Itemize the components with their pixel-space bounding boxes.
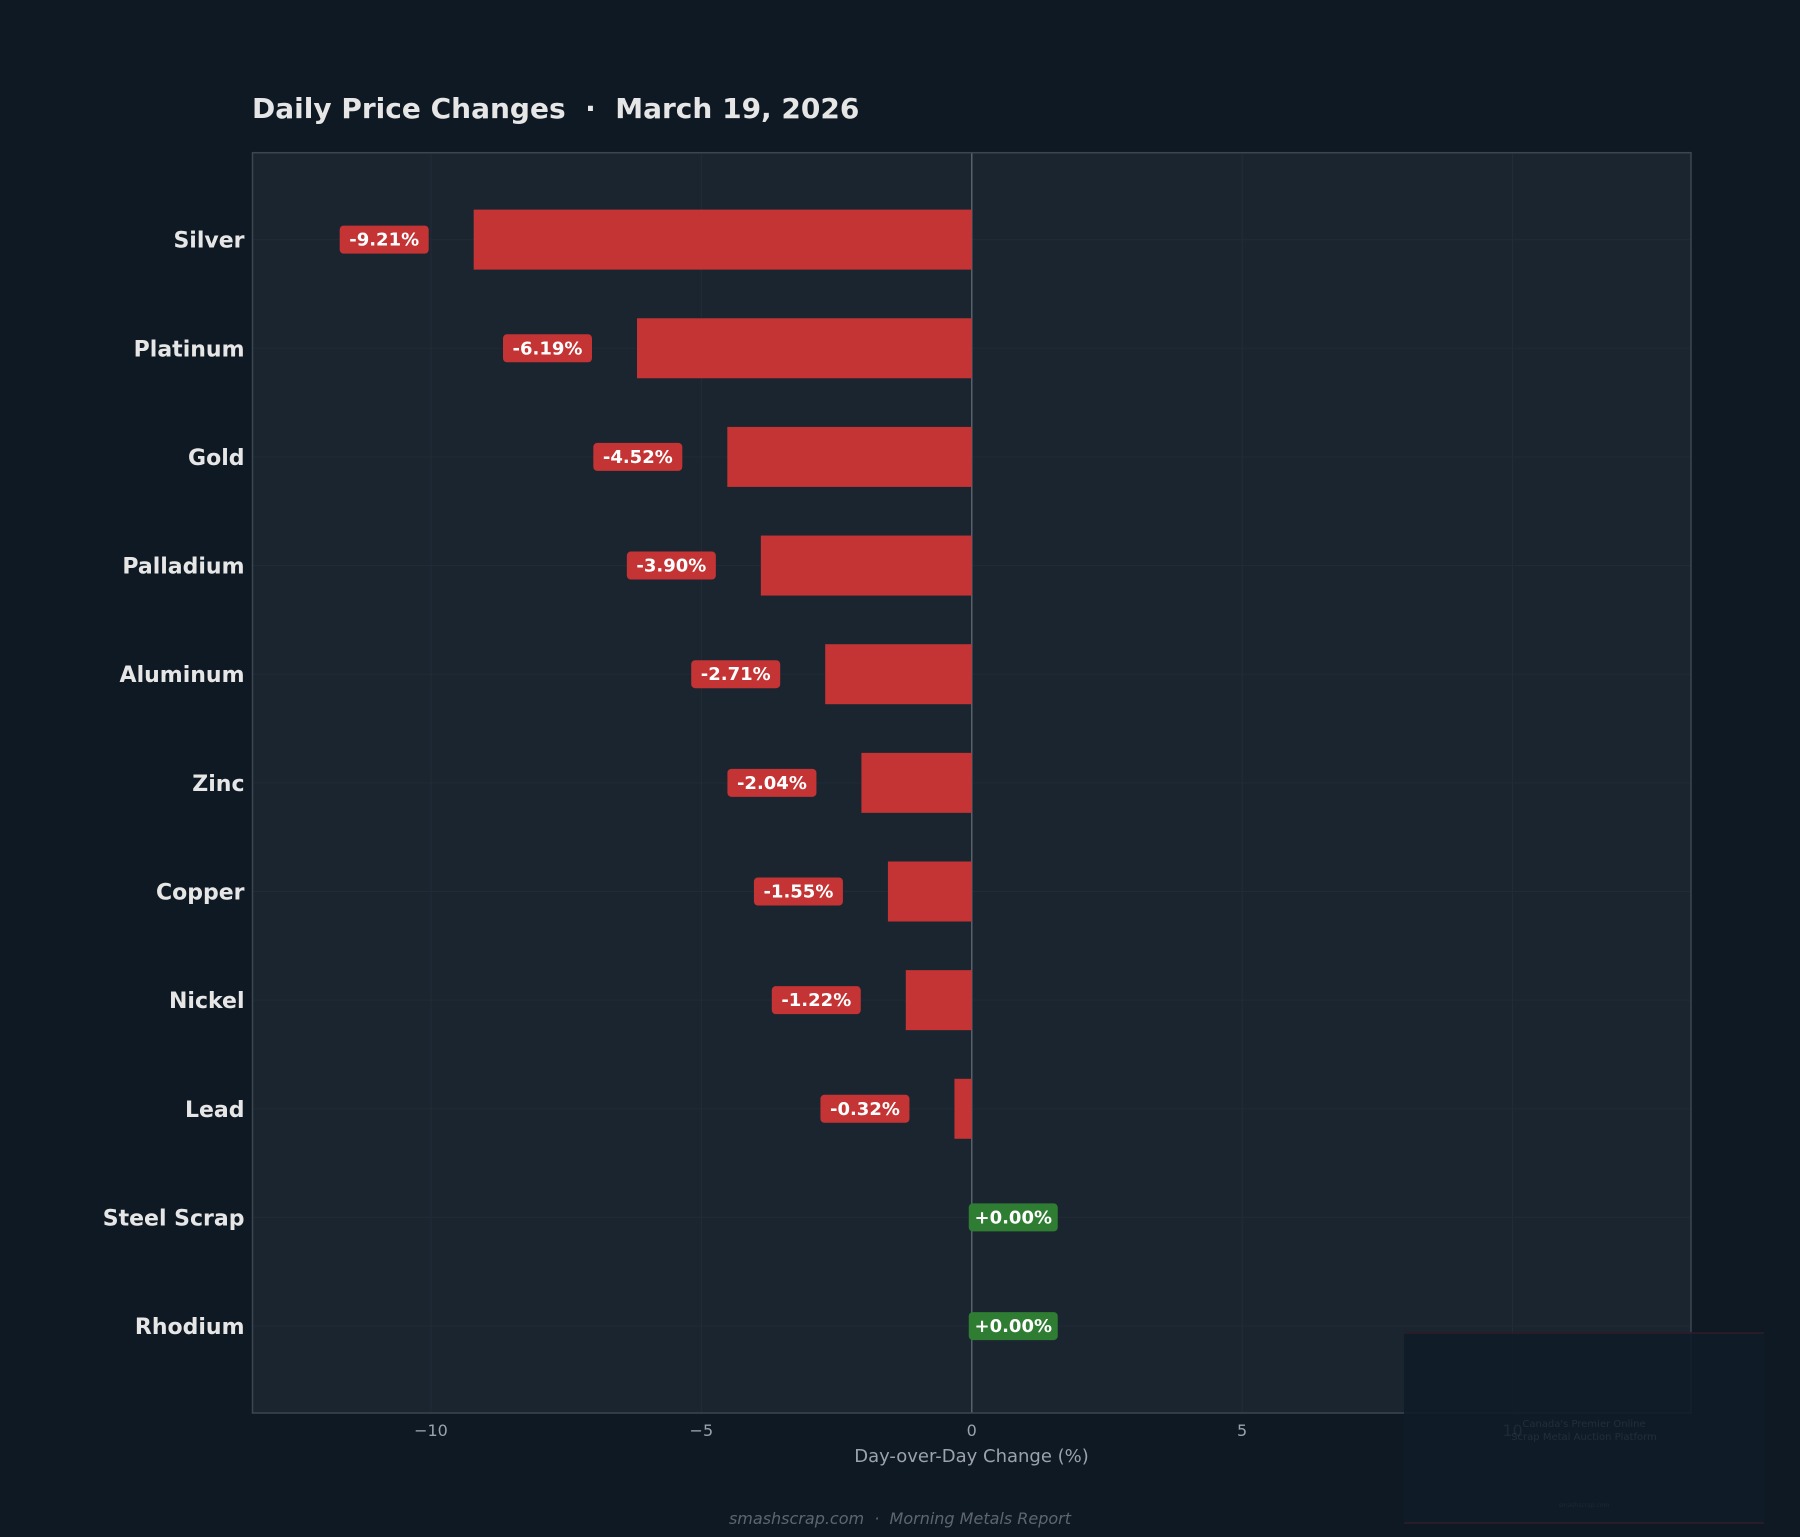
category-label: Copper xyxy=(156,880,245,905)
x-tick-label: 5 xyxy=(1237,1421,1247,1440)
bar xyxy=(727,426,972,487)
category-label: Nickel xyxy=(169,989,245,1014)
data-label: -2.71% xyxy=(701,664,771,685)
data-label-badge xyxy=(626,551,716,580)
category-label: Platinum xyxy=(134,337,245,362)
data-label-badge xyxy=(727,768,817,797)
watermark-logo: Canada's Premier Online Scrap Metal Aucti… xyxy=(1404,1332,1764,1524)
bar xyxy=(861,752,972,813)
bar xyxy=(887,861,972,922)
category-label: Aluminum xyxy=(120,663,245,688)
data-label-badge xyxy=(968,1203,1058,1232)
watermark-tagline-1: Canada's Premier Online xyxy=(1522,1419,1646,1430)
category-label: Palladium xyxy=(122,555,244,580)
category-label: Gold xyxy=(188,446,244,471)
bar xyxy=(825,644,972,705)
x-tick-label: −10 xyxy=(414,1421,448,1440)
data-label: -1.55% xyxy=(763,881,833,902)
x-tick-label: 0 xyxy=(967,1421,977,1440)
footer-credit: smashscrap.com · Morning Metals Report xyxy=(728,1509,1072,1528)
data-label: +0.00% xyxy=(974,1207,1052,1228)
bar xyxy=(954,1078,972,1139)
data-label: -6.19% xyxy=(513,338,583,359)
data-label: -4.52% xyxy=(603,447,673,468)
bar xyxy=(760,535,972,596)
data-label: +0.00% xyxy=(974,1316,1052,1337)
data-label-badge xyxy=(820,1094,910,1123)
x-tick-label: −5 xyxy=(690,1421,714,1440)
data-label: -1.22% xyxy=(781,990,851,1011)
category-label: Lead xyxy=(185,1098,245,1123)
category-label: Steel Scrap xyxy=(103,1206,245,1231)
category-label: Rhodium xyxy=(135,1315,245,1340)
plot-border xyxy=(251,151,1692,1414)
data-label-badge xyxy=(691,660,781,689)
data-label: -0.32% xyxy=(830,1099,900,1120)
data-label-badge xyxy=(593,442,683,471)
bar xyxy=(473,209,972,270)
category-label: Silver xyxy=(173,229,244,254)
watermark-tagline-2: Scrap Metal Auction Platform xyxy=(1511,1432,1657,1443)
bar xyxy=(637,318,972,379)
data-label-badge xyxy=(339,225,429,254)
data-label-badge xyxy=(753,877,843,906)
category-label: Zinc xyxy=(192,772,244,797)
x-axis-label: Day-over-Day Change (%) xyxy=(854,1446,1089,1467)
data-label-badge xyxy=(968,1312,1058,1341)
data-label-badge xyxy=(503,334,593,363)
data-label: -2.04% xyxy=(737,773,807,794)
data-label: -3.90% xyxy=(636,556,706,577)
bar xyxy=(905,970,972,1031)
data-label: -9.21% xyxy=(349,230,419,251)
chart-title: Daily Price Changes · March 19, 2026 xyxy=(252,92,860,125)
data-label-badge xyxy=(771,986,861,1015)
watermark-url: smashscrap.com xyxy=(1558,1502,1610,1509)
